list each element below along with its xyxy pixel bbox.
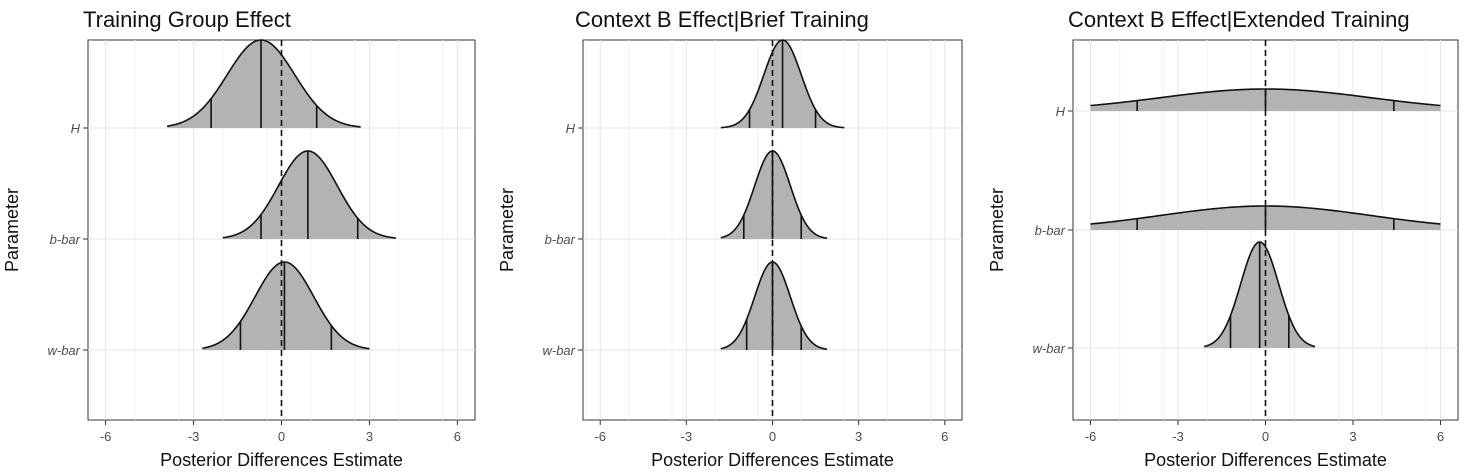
y-category-label: b-bar	[50, 232, 81, 247]
x-tick-label: -6	[594, 429, 606, 444]
x-tick-label: 0	[1262, 429, 1269, 444]
x-tick-label: -6	[100, 429, 112, 444]
x-tick-label: 6	[941, 429, 948, 444]
x-tick-label: 6	[1437, 429, 1444, 444]
x-tick-label: 0	[769, 429, 776, 444]
chart-panel-1: -6 -3 0 3 6 Hb-bar w-bar Training Group Effect P…	[2, 7, 476, 470]
y-category-label: b-bar	[1035, 223, 1066, 238]
x-tick-label: 6	[454, 429, 461, 444]
density-outline-H	[167, 39, 361, 128]
density-outline-w-bar	[720, 261, 828, 350]
panel-title: Context B Effect|Brief Training	[575, 7, 869, 32]
x-tick-label: -3	[188, 429, 200, 444]
y-axis-title: Parameter	[2, 188, 22, 272]
x-tick-label: 3	[1349, 429, 1356, 444]
x-tick-label: -3	[1172, 429, 1184, 444]
density-outline-b-bar	[720, 150, 828, 239]
chart-panel-2: -6 -3 0 3 6 Hb-bar w-bar Context B Effect|Brief…	[497, 7, 963, 470]
density-fill-H	[167, 40, 361, 128]
chart-panel-3: -6 -3 0 3 6 Hb-bar w-bar Context B Effect|Exten…	[987, 7, 1459, 470]
x-axis-title: Posterior Differences Estimate	[1144, 450, 1387, 470]
density-fill-w-bar	[202, 262, 370, 350]
density-fill-b-bar	[222, 151, 396, 239]
x-tick-label: 3	[366, 429, 373, 444]
x-axis-title: Posterior Differences Estimate	[160, 450, 403, 470]
y-category-label: H	[71, 121, 81, 136]
density-outline-w-bar	[202, 261, 370, 350]
y-axis-title: Parameter	[497, 188, 517, 272]
panel-title: Training Group Effect	[83, 7, 291, 32]
y-category-label: w-bar	[1032, 341, 1065, 356]
x-tick-label: 0	[278, 429, 285, 444]
x-tick-label: -6	[1085, 429, 1097, 444]
x-tick-label: 3	[855, 429, 862, 444]
panel-title: Context B Effect|Extended Training	[1068, 7, 1410, 32]
density-outline-b-bar	[222, 150, 396, 239]
y-category-label: w-bar	[542, 343, 575, 358]
x-tick-label: -3	[681, 429, 693, 444]
y-category-label: w-bar	[47, 343, 80, 358]
y-category-label: H	[566, 121, 576, 136]
y-category-label: H	[1056, 104, 1066, 119]
y-axis-title: Parameter	[987, 188, 1007, 272]
x-axis-title: Posterior Differences Estimate	[651, 450, 894, 470]
y-category-label: b-bar	[545, 232, 576, 247]
